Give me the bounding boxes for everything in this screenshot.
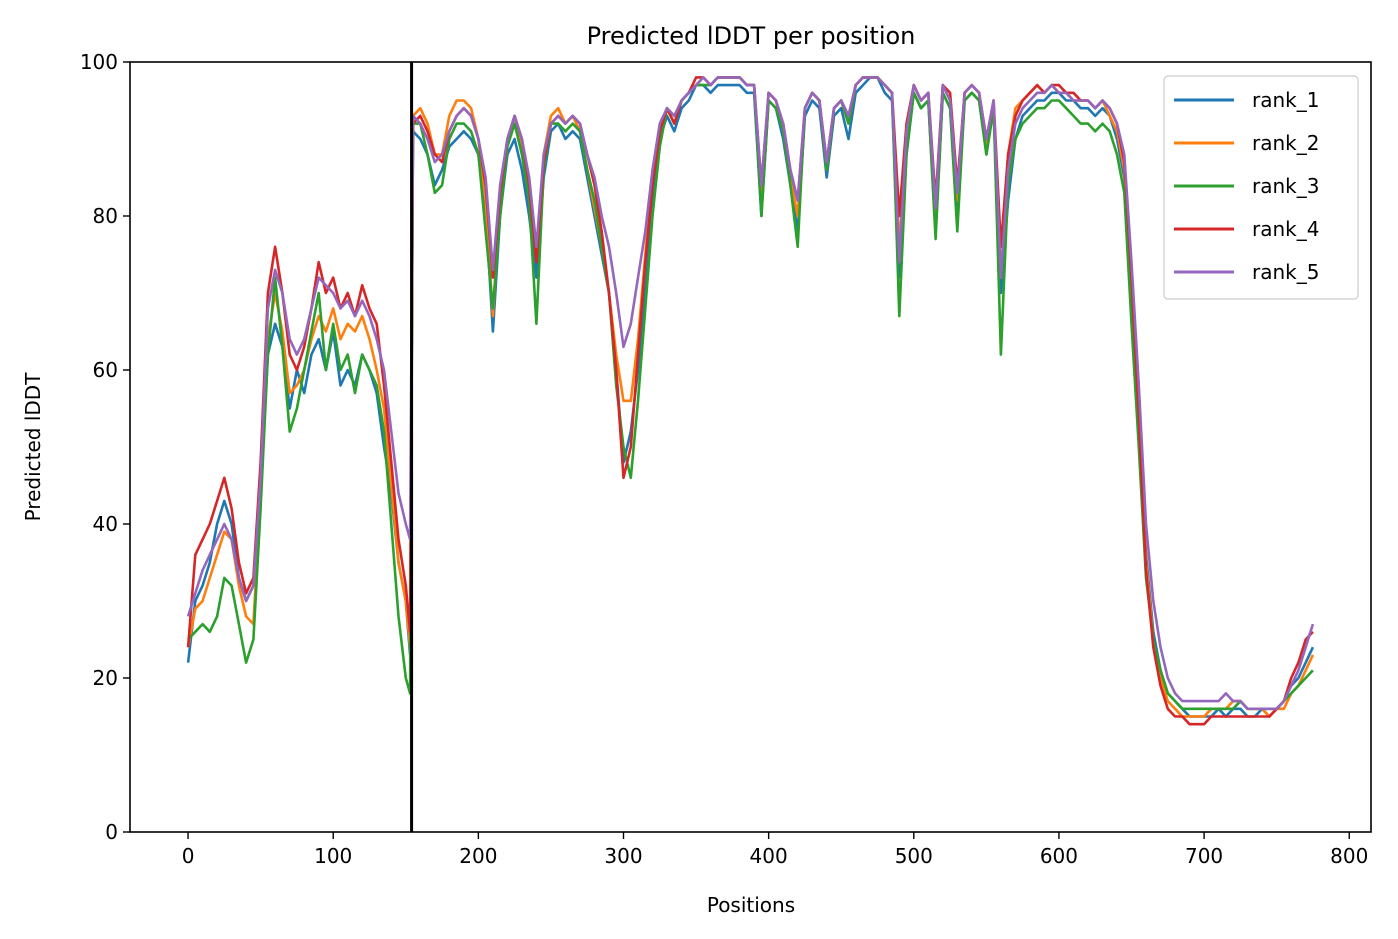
legend-label: rank_5 [1252, 260, 1319, 284]
series-line-rank_5 [186, 76, 1315, 711]
legend-label: rank_1 [1252, 88, 1319, 112]
x-tick-label: 400 [750, 844, 788, 868]
y-tick-label: 0 [105, 820, 118, 844]
legend-items: rank_1 rank_2 rank_3 rank_4 rank_5 [1174, 88, 1319, 284]
plot-frame [129, 61, 1372, 833]
y-tick-label: 100 [80, 50, 118, 74]
y-tick-label: 40 [93, 512, 118, 536]
x-tick-label: 500 [895, 844, 933, 868]
y-tick-label: 80 [93, 204, 118, 228]
y-tick-label: 60 [93, 358, 118, 382]
x-tick-label: 0 [182, 844, 195, 868]
legend-label: rank_4 [1252, 217, 1319, 241]
x-axis-label: Positions [707, 893, 795, 917]
series-line-rank_3 [187, 76, 1314, 711]
y-axis-label: Predicted lDDT [21, 372, 45, 522]
legend-label: rank_2 [1252, 131, 1319, 155]
series-line-rank_4 [186, 76, 1314, 726]
series-line-rank_1 [186, 76, 1315, 718]
x-tick-label: 100 [314, 844, 352, 868]
legend: rank_1 rank_2 rank_3 rank_4 rank_5 [1163, 75, 1359, 300]
plot-area [129, 61, 1372, 833]
legend-frame [1163, 75, 1359, 300]
y-axis: 0 20 40 60 80 100 [80, 50, 130, 844]
x-tick-label: 800 [1330, 844, 1368, 868]
x-tick-label: 600 [1040, 844, 1078, 868]
x-tick-label: 200 [459, 844, 497, 868]
series-line-rank_2 [186, 76, 1315, 718]
x-axis: 0 100 200 300 400 500 600 700 800 [182, 832, 1368, 868]
series-layer [186, 76, 1315, 726]
x-tick-label: 300 [604, 844, 642, 868]
legend-label: rank_3 [1252, 174, 1319, 198]
y-tick-label: 20 [93, 666, 118, 690]
x-tick-label: 700 [1185, 844, 1223, 868]
chart-title: Predicted lDDT per position [587, 22, 916, 50]
